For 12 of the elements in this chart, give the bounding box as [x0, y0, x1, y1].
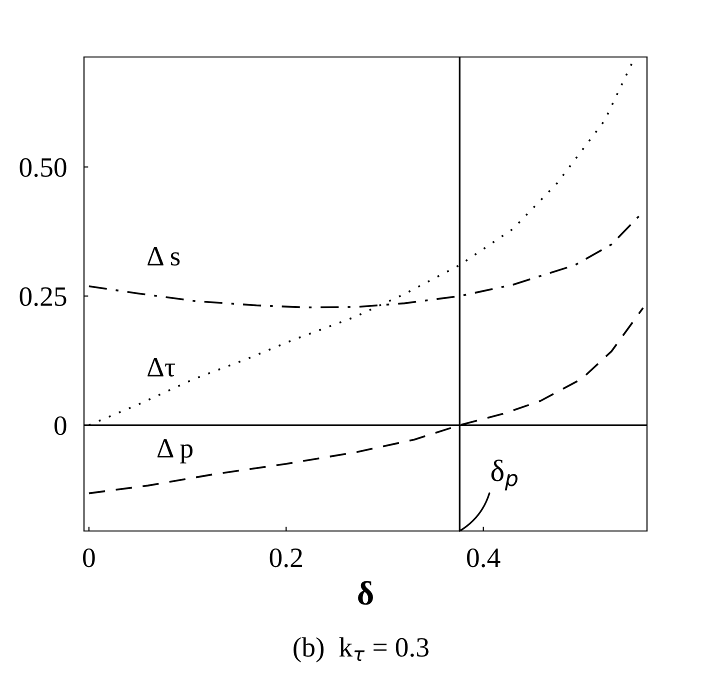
series-label: Δτ — [148, 358, 175, 377]
series-label: Δ s — [148, 247, 180, 266]
y-tick-label: 0 — [54, 416, 66, 436]
annotation: δ$_{p}$ — [491, 460, 518, 490]
x-tick-label: 0.4 — [467, 548, 500, 568]
y-tick-label: 0.25 — [20, 287, 66, 306]
x-tick-label: 0.2 — [270, 548, 302, 568]
text: (b) k$_{τ}$ = 0.3 — [294, 637, 428, 662]
x-axis-title: δ — [358, 581, 373, 605]
series-label: Δ p — [157, 439, 193, 464]
y-tick-label: 0.50 — [20, 158, 66, 178]
x-tick-label: 0 — [83, 548, 95, 568]
